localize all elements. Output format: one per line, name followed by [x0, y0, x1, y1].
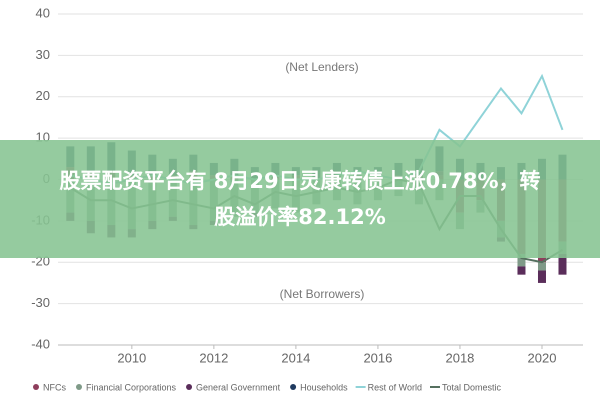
legend-marker [186, 384, 193, 390]
x-tick-label: 2014 [281, 350, 310, 365]
legend-marker [33, 384, 39, 390]
bar-segment [558, 253, 567, 275]
legend-marker [76, 384, 82, 390]
legend-label: NFCs [43, 382, 66, 392]
y-tick-label: -30 [31, 295, 50, 310]
legend-label: General Government [196, 382, 281, 392]
legend-label: Rest of World [368, 382, 422, 392]
legend-label: Total Domestic [442, 382, 502, 392]
banner-line: 股溢价率82.12% [214, 205, 386, 229]
legend-label: Financial Corporations [86, 382, 177, 392]
y-tick-label: 40 [36, 5, 50, 20]
annotation: (Net Lenders) [285, 60, 358, 74]
y-tick-label: 30 [36, 47, 50, 62]
bar-segment [517, 253, 526, 267]
x-tick-label: 2016 [363, 350, 392, 365]
y-tick-label: 20 [36, 88, 50, 103]
bar-segment [537, 270, 546, 283]
banner: 股票配资平台有 8月29日灵康转债上涨0.78%，转 股溢价率82.12% [0, 140, 600, 258]
bar-segment [537, 262, 546, 271]
y-tick-label: -40 [31, 336, 50, 351]
legend-label: Households [300, 382, 348, 392]
x-tick-label: 2012 [199, 350, 228, 365]
annotation: (Net Borrowers) [280, 287, 365, 301]
x-tick-label: 2020 [528, 350, 557, 365]
legend-marker [290, 384, 297, 390]
bar-segment [517, 266, 526, 275]
x-tick-label: 2010 [117, 350, 146, 365]
banner-line: 股票配资平台有 8月29日灵康转债上涨0.78%，转 [59, 169, 541, 193]
x-tick-label: 2018 [445, 350, 474, 365]
